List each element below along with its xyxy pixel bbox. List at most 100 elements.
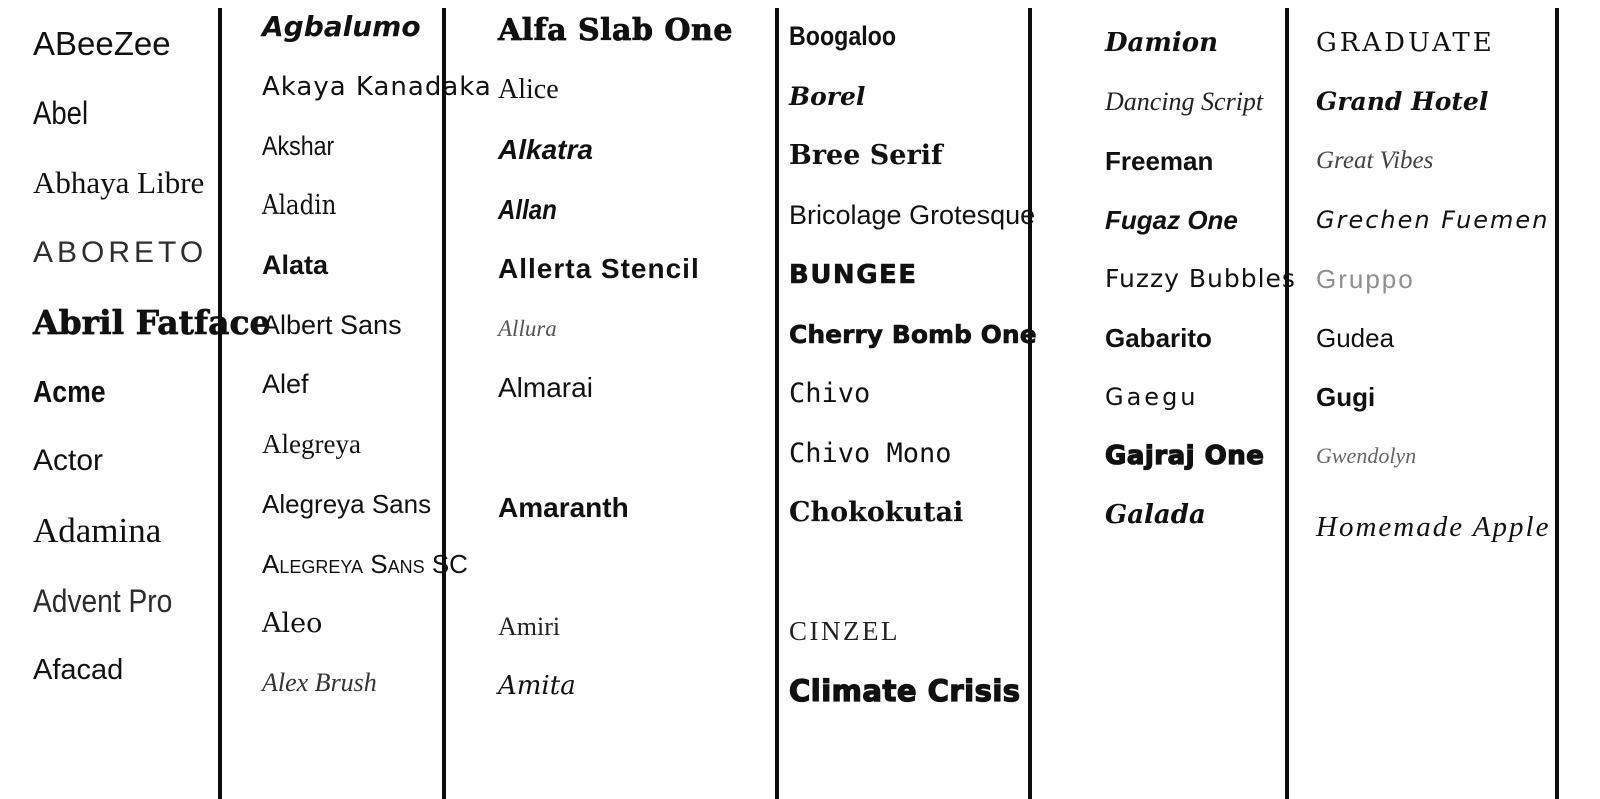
font-row-empty: [789, 543, 1026, 603]
font-row-cherry-bomb-one: Cherry Bomb One: [789, 305, 1037, 365]
font-row-aleo: Aleo: [262, 594, 440, 654]
font-row-advent-pro: Advent Pro: [33, 566, 216, 636]
font-row-freeman: Freeman: [1105, 131, 1285, 190]
font-row-allura: Allura: [498, 299, 773, 359]
font-name-label: Alex Brush: [262, 668, 377, 698]
font-name-label: Bricolage Grotesque: [789, 199, 1036, 230]
font-name-label: Alegreya: [262, 429, 361, 460]
font-row-damion: Damion: [1105, 13, 1285, 72]
font-name-label: Gwendolyn: [1316, 442, 1417, 468]
font-name-label: Bree Serif: [789, 140, 943, 172]
font-name-label: Chokokutai: [789, 497, 964, 529]
font-row-galada: Galada: [1105, 485, 1285, 544]
font-row-fuzzy-bubbles: Fuzzy Bubbles: [1105, 249, 1295, 308]
font-name-label: Alegreya Sans: [262, 489, 432, 520]
font-row-alfa-slab-one: Alfa Slab One: [498, 1, 773, 61]
font-name-label: Abel: [33, 95, 89, 132]
font-row-empty: [498, 418, 773, 478]
font-name-label: Gudea: [1316, 322, 1395, 353]
font-row-alegreya: Alegreya: [262, 415, 440, 475]
font-name-label: Almarai: [498, 372, 593, 404]
font-name-label: Akshar: [262, 130, 335, 161]
font-name-label: Gaegu: [1105, 382, 1199, 411]
font-row-alice: Alice: [498, 61, 773, 121]
font-row-chokokutai: Chokokutai: [789, 483, 1026, 543]
font-row-alata: Alata: [262, 236, 440, 296]
font-name-label: Borel: [789, 81, 866, 111]
font-row-gruppo: Gruppo: [1316, 249, 1554, 308]
font-row-bree-serif: Bree Serif: [789, 126, 1026, 186]
font-name-label: Afacad: [33, 653, 124, 686]
font-row-amita: Amita: [498, 657, 773, 717]
font-row-akaya-kanadaka: Akaya Kanadaka: [262, 57, 491, 117]
font-name-label: Agbalumo: [262, 9, 421, 43]
font-row-alex-brush: Alex Brush: [262, 654, 440, 714]
font-row-bungee: BUNGEE: [789, 245, 1026, 305]
font-name-label: Gajraj One: [1104, 440, 1265, 471]
font-row-alegreya-sans: Alegreya Sans: [262, 475, 440, 535]
font-name-label: Chivo: [789, 378, 871, 410]
font-name-label: Fugaz One: [1105, 204, 1238, 235]
font-row-gajraj-one: Gajraj One: [1104, 426, 1285, 485]
font-row-borel: Borel: [789, 67, 1026, 127]
font-name-label: CINZEL: [789, 616, 900, 647]
font-name-label: Advent Pro: [33, 582, 173, 619]
font-name-label: GRADUATE: [1316, 27, 1495, 58]
font-row-gabarito: Gabarito: [1105, 308, 1285, 367]
font-row-chivo-mono: Chivo Mono: [789, 424, 1026, 484]
font-name-label: Amiri: [498, 611, 561, 641]
font-column-3: Alfa Slab One Alice Alkatra Allan Allerta St…: [498, 1, 773, 716]
font-column-4: Boogaloo Borel Bree Serif Bricolage Grotesq…: [788, 7, 1037, 722]
font-row-amiri: Amiri: [498, 597, 773, 657]
font-row-aboreto: ABORETO: [33, 218, 216, 288]
font-row-adamina: Adamina: [33, 496, 216, 566]
font-name-label: Boogaloo: [789, 21, 897, 52]
font-name-label: Climate Crisis: [788, 673, 1021, 708]
column-divider: [1028, 8, 1032, 799]
font-row-alkatra: Alkatra: [498, 120, 773, 180]
font-row-albert-sans: Albert Sans: [262, 295, 440, 355]
font-name-label: Alata: [262, 250, 329, 281]
font-name-label: BUNGEE: [789, 259, 918, 290]
font-row-gwendolyn: Gwendolyn: [1316, 426, 1554, 485]
font-column-1: ABeeZee Abel Abhaya Libre ABORETO Abril Fatf…: [33, 9, 271, 705]
font-name-label: Allura: [498, 316, 557, 342]
font-row-allerta-stencil: Allerta Stencil: [498, 239, 773, 299]
font-row-gaegu: Gaegu: [1105, 367, 1285, 426]
font-name-label: Adamina: [33, 511, 162, 551]
font-name-label: Albert Sans: [262, 309, 402, 340]
font-name-label: ABeeZee: [33, 25, 171, 63]
font-row-actor: Actor: [33, 427, 216, 497]
font-row-abhaya-libre: Abhaya Libre: [33, 148, 216, 218]
column-divider: [442, 8, 446, 799]
font-name-label: Gabarito: [1105, 322, 1212, 353]
font-row-cinzel: CINZEL: [789, 602, 1026, 662]
font-name-label: Homemade Apple: [1316, 511, 1551, 543]
font-name-label: Allan: [498, 193, 557, 225]
font-column-5: Damion Dancing Script Freeman Fugaz One Fuzz…: [1104, 13, 1295, 544]
font-name-label: Galada: [1105, 499, 1206, 530]
font-row-grand-hotel: Grand Hotel: [1316, 72, 1554, 131]
font-name-label: Chivo Mono: [789, 437, 952, 469]
font-row-amaranth: Amaranth: [498, 478, 773, 538]
font-name-label: Gruppo: [1316, 263, 1415, 294]
font-name-label: Alkatra: [498, 133, 593, 165]
column-divider: [775, 8, 779, 799]
column-divider: [1285, 8, 1289, 799]
font-name-label: Akaya Kanadaka: [262, 71, 492, 102]
font-name-label: Alice: [498, 74, 559, 106]
font-name-label: Alegreya Sans SC: [262, 549, 468, 580]
font-name-label: Great Vibes: [1316, 147, 1434, 174]
font-row-abeezee: ABeeZee: [33, 9, 216, 79]
font-name-label: Gugi: [1316, 381, 1376, 412]
font-name-label: Actor: [33, 444, 104, 478]
font-name-label: Amaranth: [498, 491, 629, 523]
font-row-gugi: Gugi: [1316, 367, 1554, 426]
font-row-afacad: Afacad: [33, 635, 216, 705]
font-row-climate-crisis: Climate Crisis: [788, 662, 1026, 722]
font-row-almarai: Almarai: [498, 359, 773, 419]
font-row-grechen-fuemen: Grechen Fuemen: [1316, 190, 1554, 249]
font-row-agbalumo: Agbalumo: [262, 0, 440, 57]
font-row-fugaz-one: Fugaz One: [1105, 190, 1285, 249]
